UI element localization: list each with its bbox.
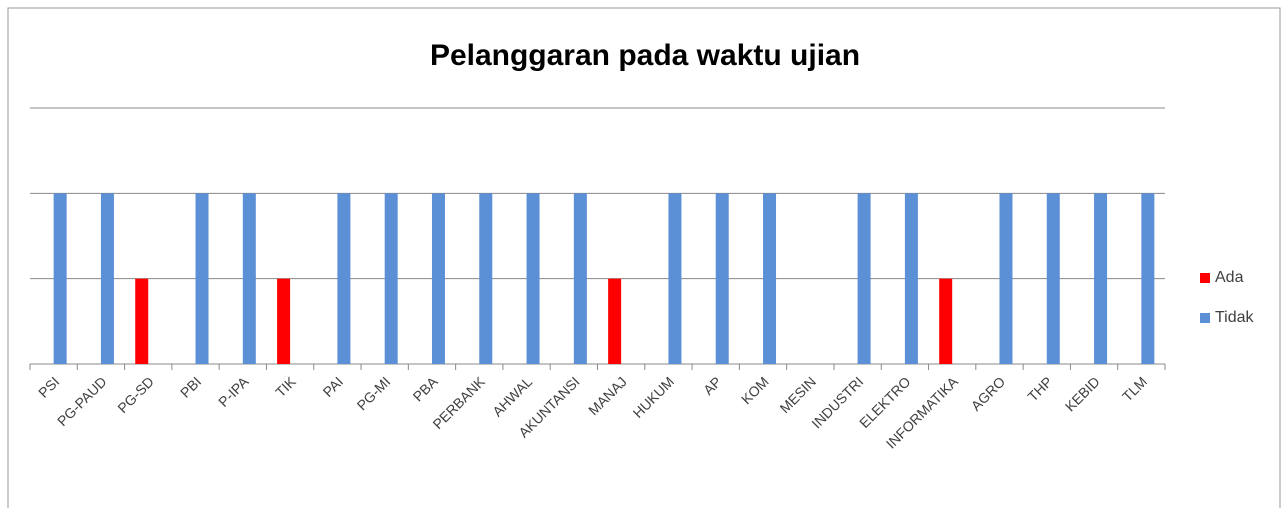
legend-label: Ada bbox=[1215, 269, 1244, 286]
bar bbox=[939, 278, 953, 364]
bar bbox=[384, 193, 398, 364]
legend-swatch bbox=[1200, 273, 1210, 283]
chart-frame bbox=[7, 7, 1281, 508]
legend-swatch bbox=[1200, 313, 1210, 323]
legend-label: Tidak bbox=[1215, 309, 1255, 326]
bar bbox=[573, 193, 587, 364]
bar bbox=[100, 193, 114, 364]
bar bbox=[53, 193, 67, 364]
bar bbox=[337, 193, 351, 364]
bar bbox=[479, 193, 493, 364]
bar bbox=[999, 193, 1013, 364]
bar bbox=[195, 193, 209, 364]
bar bbox=[904, 193, 918, 364]
bar bbox=[1141, 193, 1155, 364]
bar bbox=[526, 193, 540, 364]
bar bbox=[135, 278, 149, 364]
bar bbox=[1046, 193, 1060, 364]
bar bbox=[277, 278, 291, 364]
bar bbox=[608, 278, 622, 364]
bar bbox=[1094, 193, 1108, 364]
bar bbox=[763, 193, 777, 364]
bar bbox=[857, 193, 871, 364]
bar bbox=[242, 193, 256, 364]
bar bbox=[431, 193, 445, 364]
bar bbox=[715, 193, 729, 364]
bar bbox=[668, 193, 682, 364]
chart-title: Pelanggaran pada waktu ujian bbox=[430, 39, 860, 72]
